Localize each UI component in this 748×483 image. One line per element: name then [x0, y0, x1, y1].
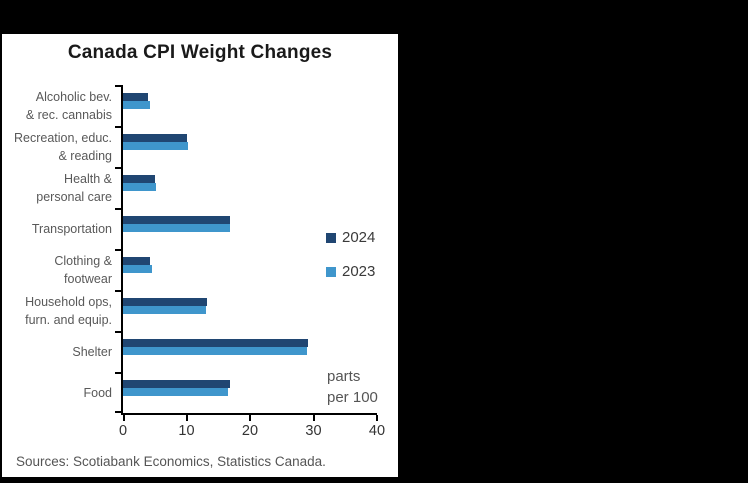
bar-2023-8 — [123, 388, 229, 396]
y-axis-tick — [115, 372, 121, 374]
x-axis-tick-label: 30 — [305, 423, 322, 439]
bar-2024-5 — [123, 257, 151, 265]
y-axis-tick — [115, 290, 121, 292]
category-label: Health & personal care — [36, 171, 112, 204]
legend-item-2023: 2023 — [326, 263, 375, 280]
x-axis-tick — [185, 415, 188, 421]
chart-panel: Canada CPI Weight Changes Alcoholic bev.… — [2, 34, 398, 477]
category-label: Recreation, educ. & reading — [14, 130, 112, 163]
chart-title: Canada CPI Weight Changes — [67, 42, 333, 63]
bar-2023-1 — [123, 101, 151, 109]
x-axis-tick-label: 20 — [241, 423, 259, 439]
category-label: Food — [83, 385, 113, 400]
sources-note: Sources: Scotiabank Economics, Statistic… — [16, 454, 326, 469]
bar-2024-6 — [123, 298, 207, 306]
y-axis-tick — [115, 126, 121, 128]
category-label: Alcoholic bev. & rec. cannabis — [25, 89, 112, 122]
category-label: Household ops, furn. and equip. — [25, 294, 112, 327]
y-axis-tick — [115, 249, 121, 251]
x-axis-tick-label: 0 — [118, 423, 128, 439]
legend-label: 2024 — [342, 229, 376, 246]
y-axis-tick — [115, 208, 121, 210]
x-axis-tick-label: 40 — [368, 423, 386, 439]
legend-swatch-2024 — [326, 232, 336, 243]
x-axis-tick — [123, 415, 125, 421]
y-axis-tick — [115, 167, 121, 169]
legend-item-2024: 2024 — [326, 229, 375, 246]
y-axis-tick — [115, 85, 121, 87]
x-axis-tick-label: 10 — [178, 423, 195, 439]
bar-2024-7 — [123, 339, 309, 347]
legend-label: 2023 — [342, 263, 376, 280]
legend: 2024 2023 — [326, 229, 375, 280]
category-label: Shelter — [72, 344, 112, 359]
x-axis-tick — [249, 415, 251, 421]
bar-2024-4 — [123, 216, 231, 224]
y-axis-tick — [115, 411, 121, 413]
category-label: Clothing & footwear — [54, 253, 112, 286]
bar-2023-2 — [123, 142, 189, 150]
bar-2024-3 — [123, 175, 155, 183]
bar-2024-2 — [123, 134, 188, 142]
bar-2023-3 — [123, 183, 157, 191]
bar-2023-4 — [123, 224, 230, 232]
bar-2023-7 — [123, 347, 308, 355]
legend-swatch-2023 — [326, 266, 336, 277]
bar-2023-5 — [123, 265, 152, 273]
plot-area: 0 10 20 30 40 — [115, 85, 385, 439]
category-label: Transportation — [31, 221, 112, 236]
y-axis-tick — [115, 331, 121, 333]
bar-2023-6 — [123, 306, 206, 314]
units-annotation: parts per 100 — [327, 368, 378, 406]
bar-2024-8 — [123, 380, 231, 388]
x-axis-tick — [312, 415, 315, 421]
bar-2024-1 — [123, 93, 149, 101]
x-axis-tick — [376, 415, 378, 421]
